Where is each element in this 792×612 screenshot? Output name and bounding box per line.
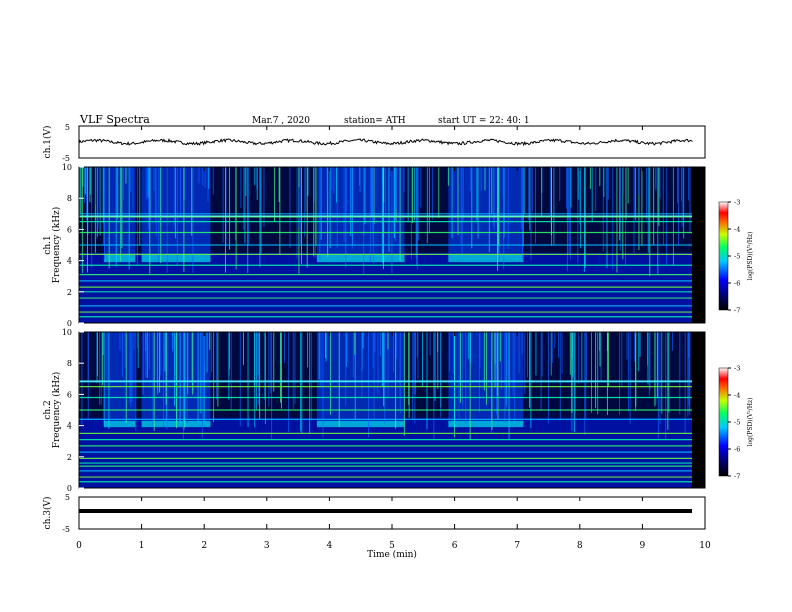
ch1-spec-lowband	[79, 252, 692, 323]
ch1-colorbar: -3 -4 -5 -6 -7 log(PSD)(V²/Hz)	[718, 199, 754, 315]
ch2-spec-ytick-label: 8	[67, 359, 72, 368]
ch2-spec-activity-3	[448, 332, 524, 426]
ch2-spec-ytick-label: 10	[62, 328, 72, 337]
ch2-spectrogram-image	[79, 332, 692, 488]
ch2-spectrogram-panel: 0 2 4 6 8 10 ch.2 Frequency (kHz)	[43, 328, 706, 493]
station-label: station= ATH	[344, 116, 406, 126]
ch1-waveform-ylabel: ch.1(V)	[42, 126, 53, 159]
ch3-waveform-ytick-bottom: -5	[62, 525, 70, 534]
ch2-spec-active-band-2	[316, 420, 405, 428]
ch2-spec-ytick-label: 4	[67, 422, 72, 431]
time-tick-label: 0	[76, 541, 82, 551]
figure-title: VLF Spectra	[79, 113, 150, 126]
colorbar-tick-label: -5	[734, 253, 740, 261]
ch1-spectrogram-ylabel-freq: Frequency (kHz)	[51, 207, 62, 284]
ch3-waveform-ytick-top: 5	[65, 493, 70, 502]
ch2-colorbar-ticks: -3 -4 -5 -6 -7	[728, 365, 740, 481]
ch1-spec-ytick-label: 2	[67, 288, 72, 297]
ch1-spec-active-band-3	[448, 254, 524, 263]
colorbar-tick-label: -5	[734, 419, 740, 427]
ch1-colorbar-label: log(PSD)(V²/Hz)	[747, 232, 754, 281]
time-tick-label: 3	[264, 541, 270, 551]
ch1-waveform-ytick-top: 5	[65, 123, 70, 132]
ch2-spectrogram-yaxis: 0 2 4 6 8 10	[62, 328, 84, 493]
ch1-waveform-line	[78, 138, 693, 147]
colorbar-tick-label: -7	[734, 307, 740, 315]
ch3-waveform-ylabel: ch.3(V)	[42, 497, 53, 530]
ch1-spec-active-band-1	[141, 254, 211, 263]
colorbar-tick-label: -3	[734, 365, 740, 373]
ch2-spec-active-band-3	[448, 420, 524, 428]
ch1-spec-active-band-2	[316, 254, 405, 263]
time-tick-label: 9	[640, 541, 646, 551]
time-axis: 0 1 2 3 4 5 6 7 8 9 10	[76, 126, 711, 551]
colorbar-tick-label: -4	[734, 392, 740, 400]
ch1-colorbar-gradient	[718, 201, 729, 311]
time-tick-label: 8	[577, 541, 583, 551]
ch1-spectrogram-yaxis: 0 2 4 6 8 10	[62, 163, 84, 328]
ch2-spec-lowband	[79, 417, 692, 488]
colorbar-tick-label: -7	[734, 473, 740, 481]
time-tick-label: 7	[514, 541, 520, 551]
date-label: Mar.7 , 2020	[252, 116, 310, 126]
colorbar-tick-label: -3	[734, 199, 740, 207]
time-tick-label: 10	[699, 541, 711, 551]
ch1-spec-ytick-label: 6	[67, 225, 72, 234]
time-tick-label: 1	[139, 541, 145, 551]
ch2-colorbar-label: log(PSD)(V²/Hz)	[747, 398, 754, 447]
ch2-colorbar: -3 -4 -5 -6 -7 log(PSD)(V²/Hz)	[718, 365, 754, 481]
ch1-spec-active-band-0	[104, 254, 136, 263]
time-tick-label: 6	[452, 541, 458, 551]
ch1-spectrogram-panel: 0 2 4 6 8 10 ch.1 Frequency (kHz)	[43, 163, 706, 328]
time-tick-label: 5	[389, 541, 395, 551]
ch1-spec-ytick-label: 8	[67, 194, 72, 203]
ch1-spec-ytick-label: 4	[67, 257, 72, 266]
ch2-spectrogram-ylabel-freq: Frequency (kHz)	[51, 372, 62, 449]
ch1-spectrogram-ylabel-channel: ch.1	[43, 235, 53, 254]
ch1-spectrogram-image	[79, 167, 692, 323]
colorbar-tick-label: -4	[734, 226, 740, 234]
ch1-spec-ytick-label: 10	[62, 163, 72, 172]
ch2-spec-ytick-label: 0	[67, 484, 72, 493]
colorbar-tick-label: -6	[734, 446, 740, 454]
start-ut-label: start UT = 22: 40: 1	[438, 116, 530, 126]
time-tick-label: 4	[327, 541, 333, 551]
ch2-spec-active-band-0	[104, 420, 136, 428]
ch1-spec-ytick-label: 0	[67, 319, 72, 328]
time-axis-label: Time (min)	[367, 549, 417, 560]
ch2-spectrogram-ylabel-channel: ch.2	[43, 400, 53, 419]
colorbar-tick-label: -6	[734, 280, 740, 288]
ch1-colorbar-ticks: -3 -4 -5 -6 -7	[728, 199, 740, 315]
ch2-spec-ytick-label: 6	[67, 390, 72, 399]
ch1-waveform-ytick-bottom: -5	[62, 154, 70, 163]
time-tick-label: 2	[201, 541, 207, 551]
ch2-colorbar-gradient	[718, 367, 729, 477]
ch2-spec-ytick-label: 2	[67, 453, 72, 462]
ch2-spec-active-band-1	[141, 420, 211, 428]
